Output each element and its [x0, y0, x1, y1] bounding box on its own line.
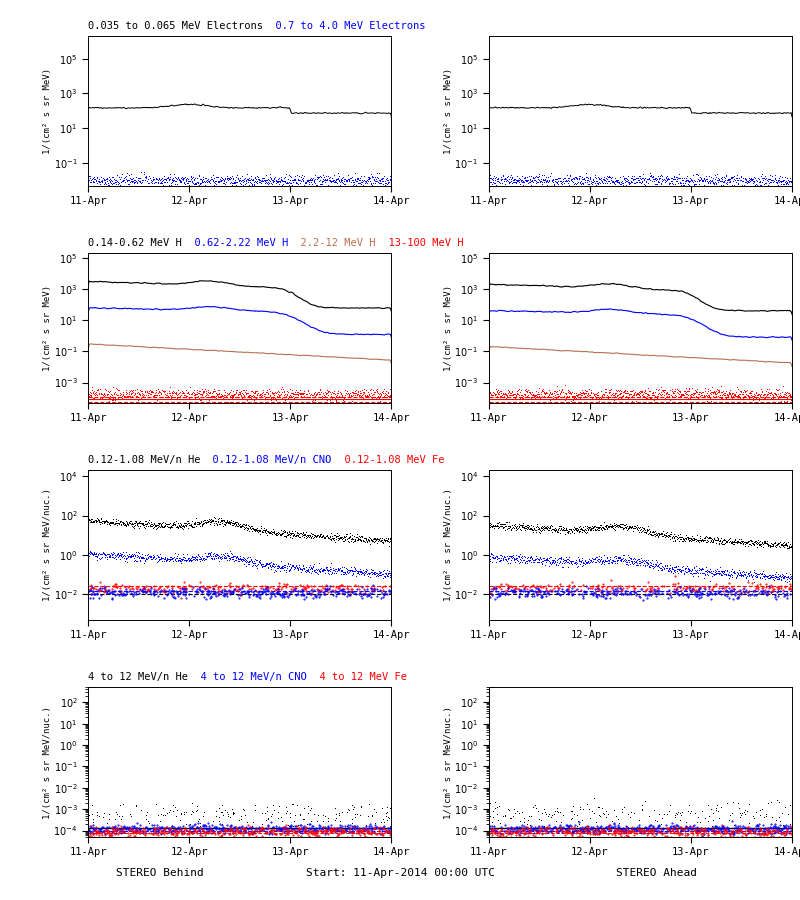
Text: 13-100 MeV H: 13-100 MeV H	[375, 238, 463, 248]
Text: 0.7 to 4.0 MeV Electrons: 0.7 to 4.0 MeV Electrons	[263, 21, 426, 31]
Text: 0.14-0.62 MeV H: 0.14-0.62 MeV H	[88, 238, 182, 248]
Y-axis label: 1/(cm² s sr MeV): 1/(cm² s sr MeV)	[43, 285, 52, 371]
Y-axis label: 1/(cm² s sr MeV): 1/(cm² s sr MeV)	[43, 68, 52, 154]
Text: 0.62-2.22 MeV H: 0.62-2.22 MeV H	[182, 238, 288, 248]
Y-axis label: 1/(cm² s sr MeV): 1/(cm² s sr MeV)	[444, 68, 453, 154]
Text: STEREO Behind: STEREO Behind	[116, 868, 204, 878]
Text: 2.2-12 MeV H: 2.2-12 MeV H	[288, 238, 375, 248]
Text: STEREO Ahead: STEREO Ahead	[615, 868, 697, 878]
Text: 0.035 to 0.065 MeV Electrons: 0.035 to 0.065 MeV Electrons	[88, 21, 263, 31]
Y-axis label: 1/(cm² s sr MeV/nuc.): 1/(cm² s sr MeV/nuc.)	[43, 706, 52, 819]
Text: 0.12-1.08 MeV/n CNO: 0.12-1.08 MeV/n CNO	[201, 454, 332, 464]
Y-axis label: 1/(cm² s sr MeV/nuc.): 1/(cm² s sr MeV/nuc.)	[443, 706, 453, 819]
Text: 0.12-1.08 MeV Fe: 0.12-1.08 MeV Fe	[332, 454, 444, 464]
Y-axis label: 1/(cm² s sr MeV/nuc.): 1/(cm² s sr MeV/nuc.)	[444, 489, 453, 601]
Y-axis label: 1/(cm² s sr MeV/nuc.): 1/(cm² s sr MeV/nuc.)	[43, 489, 53, 601]
Y-axis label: 1/(cm² s sr MeV): 1/(cm² s sr MeV)	[444, 285, 453, 371]
Text: 4 to 12 MeV/n CNO: 4 to 12 MeV/n CNO	[188, 672, 306, 682]
Text: Start: 11-Apr-2014 00:00 UTC: Start: 11-Apr-2014 00:00 UTC	[306, 868, 494, 878]
Text: 0.12-1.08 MeV/n He: 0.12-1.08 MeV/n He	[88, 454, 201, 464]
Text: 4 to 12 MeV Fe: 4 to 12 MeV Fe	[306, 672, 406, 682]
Text: 4 to 12 MeV/n He: 4 to 12 MeV/n He	[88, 672, 188, 682]
